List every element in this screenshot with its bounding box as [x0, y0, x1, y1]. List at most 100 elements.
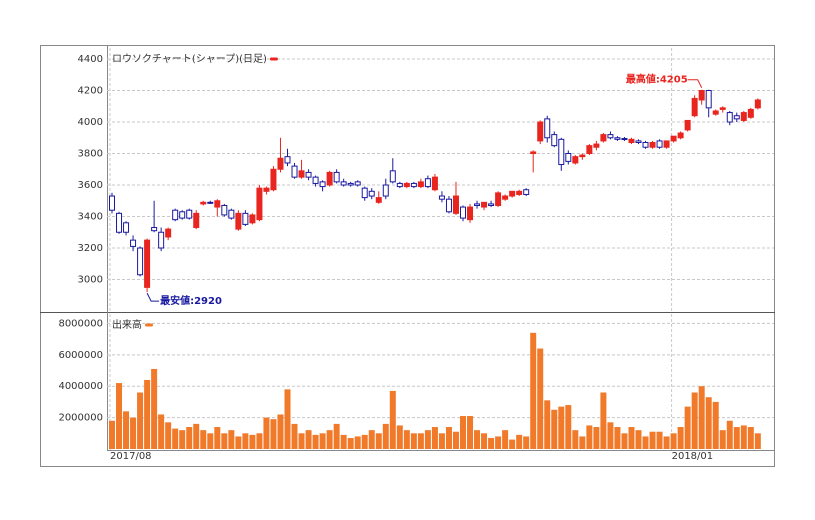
volume-bar — [698, 386, 705, 449]
candle-body — [558, 138, 565, 166]
volume-bar — [628, 427, 635, 449]
candle-body — [403, 182, 410, 188]
candle-body — [389, 170, 396, 183]
volume-bar — [158, 414, 165, 449]
volume-bar — [530, 332, 537, 449]
volume-bar — [460, 416, 466, 449]
y-tick-label: 3000 — [78, 275, 103, 286]
candle-body — [607, 134, 614, 139]
volume-bar — [179, 430, 186, 449]
volume-bar — [291, 423, 298, 449]
volume-bar — [326, 430, 333, 449]
candle-body — [375, 197, 382, 203]
candle-body — [340, 181, 347, 186]
volume-bar — [649, 431, 656, 449]
candle-body — [670, 135, 677, 142]
candle-body — [312, 176, 319, 184]
volume-bar — [537, 348, 544, 449]
volume-bar — [579, 436, 586, 449]
candle-body — [579, 154, 586, 158]
candle-body — [109, 195, 115, 211]
volume-bar — [572, 430, 579, 449]
candle-body — [649, 141, 656, 148]
volume-bar — [109, 420, 115, 449]
volume-bar — [677, 427, 684, 449]
candle-body — [410, 182, 417, 188]
volume-bar — [151, 368, 158, 449]
candle-body — [537, 121, 544, 142]
candle-body — [460, 206, 466, 219]
volume-bar — [621, 433, 628, 449]
candle-body — [235, 212, 242, 230]
candle-body — [474, 203, 481, 206]
candle-body — [445, 198, 452, 213]
candle-body — [270, 168, 277, 191]
volume-bar — [544, 400, 551, 449]
candle-body — [284, 156, 291, 164]
candle-body — [509, 190, 516, 197]
volume-bar — [221, 433, 228, 449]
volume-bar — [691, 392, 698, 449]
legend-swatch — [145, 323, 153, 327]
y-tick-label: 6000000 — [58, 350, 103, 361]
volume-bar — [207, 433, 214, 449]
candle-body — [277, 157, 284, 170]
candle-body — [495, 192, 502, 206]
volume-bar — [270, 419, 277, 449]
candle-body — [291, 165, 298, 178]
candle-body — [663, 140, 670, 148]
y-tick-label: 4000 — [78, 117, 103, 128]
volume-bar — [116, 383, 123, 449]
volume-bar — [663, 436, 670, 449]
y-tick-label: 3600 — [78, 180, 103, 191]
candle-body — [614, 137, 621, 140]
volume-bar — [137, 392, 144, 449]
candle-body — [712, 110, 719, 115]
candle-body — [502, 195, 509, 200]
volume-bar — [242, 433, 249, 449]
volume-bar — [284, 389, 291, 449]
candle-body — [186, 209, 193, 219]
y-tick-label: 3800 — [78, 149, 103, 160]
candle-body — [481, 201, 488, 208]
volume-bar — [523, 436, 530, 449]
candle-body — [424, 178, 431, 188]
y-tick-label: 3200 — [78, 243, 103, 254]
candle-body — [726, 112, 733, 123]
annotation-leader — [146, 292, 160, 302]
volume-bar — [452, 431, 459, 449]
volume-bar — [670, 433, 677, 449]
volume-bar — [375, 433, 382, 449]
volume-bar — [431, 427, 438, 449]
candle-body — [516, 190, 523, 195]
candle-body — [228, 209, 235, 219]
candle-body — [530, 151, 537, 155]
y-tick-label: 4000000 — [58, 381, 103, 392]
legend-swatch — [269, 57, 278, 61]
volume-bar — [354, 436, 361, 449]
frame — [40, 45, 775, 467]
candle-body — [361, 187, 368, 199]
volume-bar — [130, 417, 137, 449]
candle-body — [347, 182, 354, 186]
volume-bar — [516, 434, 523, 449]
volume-bar — [333, 423, 340, 449]
candle-body — [467, 206, 474, 221]
volume-bar — [656, 431, 663, 449]
candle-body — [684, 119, 691, 131]
candle-body — [642, 141, 649, 148]
volume-bar — [396, 425, 403, 449]
candle-body — [123, 222, 130, 233]
candle-body — [368, 190, 375, 197]
candle-body — [151, 227, 158, 232]
y-tick-label: 3400 — [78, 212, 103, 223]
candle-body — [200, 201, 207, 205]
candle-body — [144, 239, 151, 288]
volume-bar — [740, 425, 747, 449]
annotation: 最高値:4205 — [626, 73, 688, 86]
candle-body — [733, 115, 740, 120]
candle-body — [256, 187, 263, 221]
volume-bar — [509, 439, 516, 449]
candle-body — [628, 138, 635, 143]
volume-bar — [256, 433, 263, 449]
